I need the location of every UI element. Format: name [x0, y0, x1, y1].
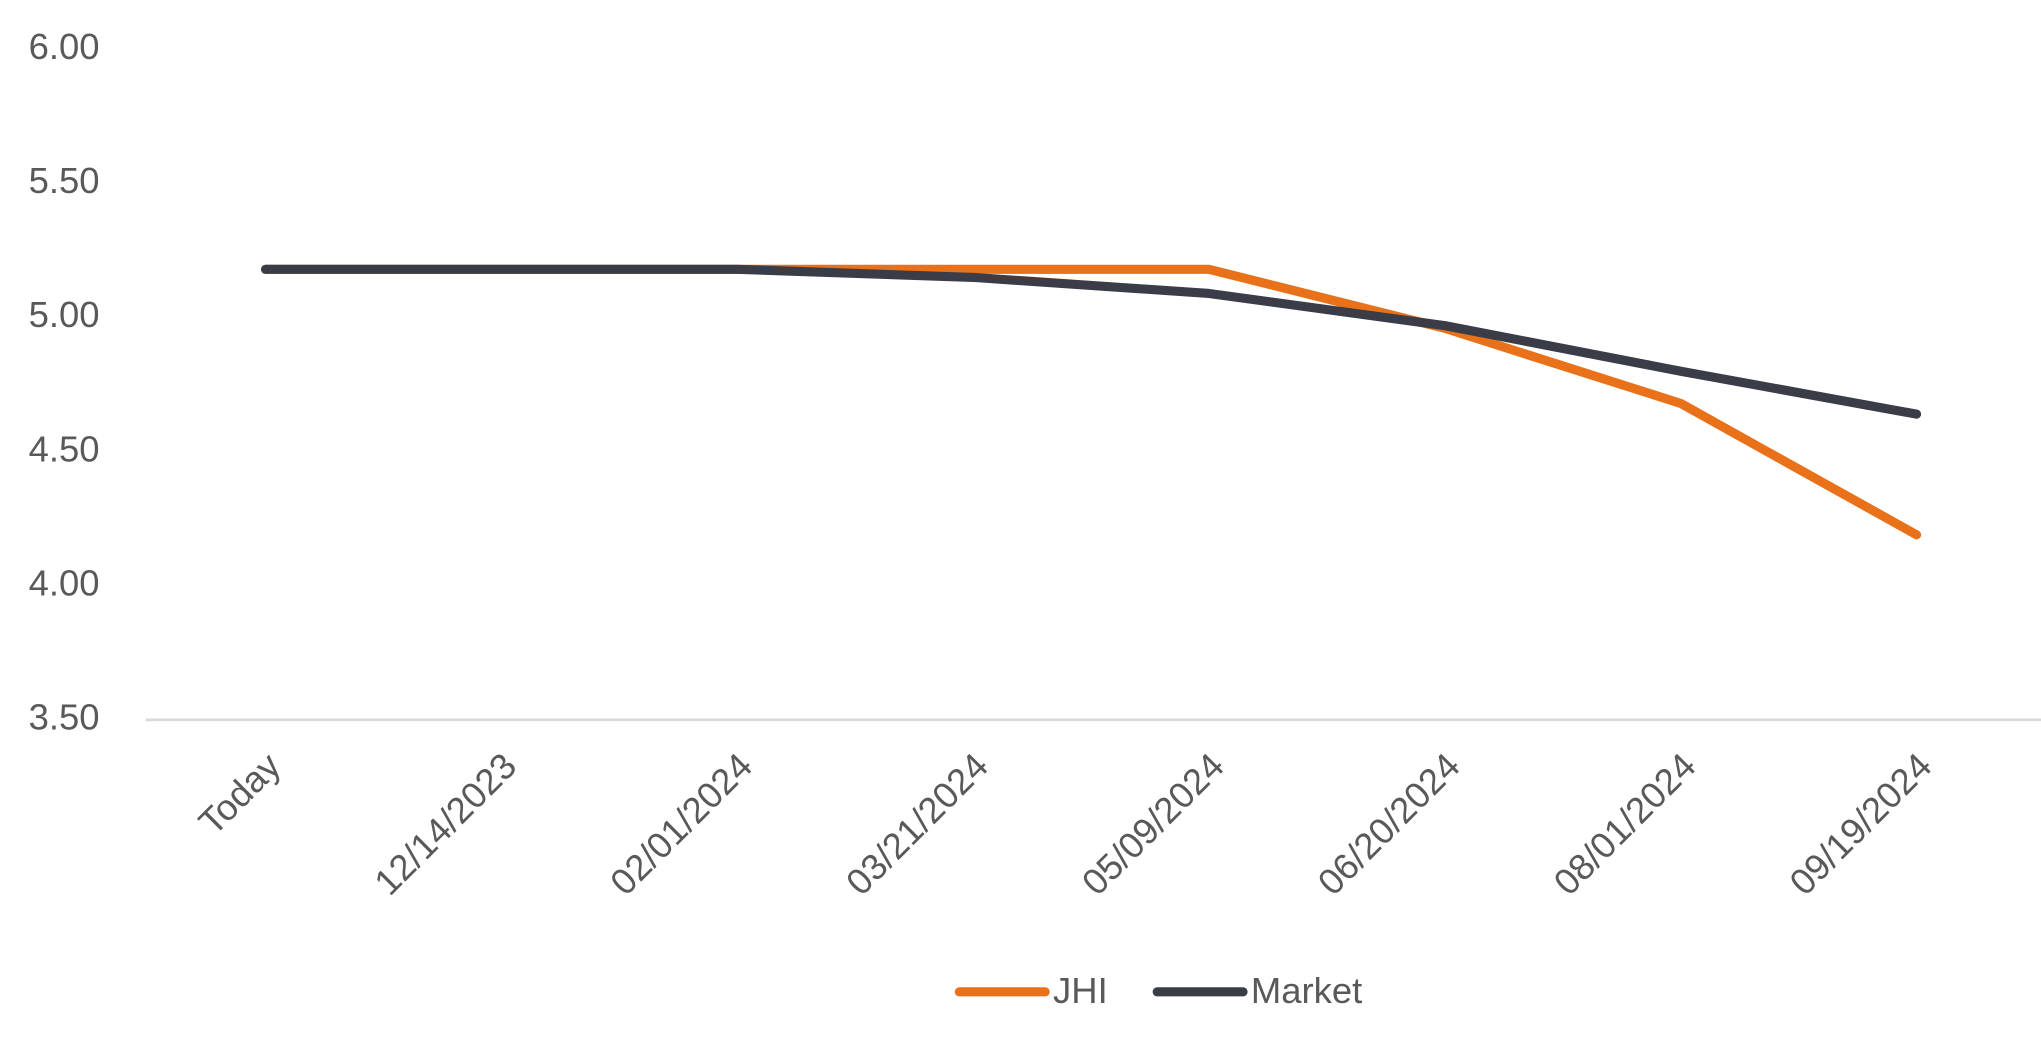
x-tick-label: 09/19/2024	[1781, 745, 1939, 903]
y-tick-label: 3.50	[29, 696, 100, 737]
legend-label: Market	[1251, 970, 1362, 1011]
y-tick-label: 6.00	[29, 26, 100, 67]
y-tick-label: 4.50	[29, 428, 100, 469]
x-tick-label: 12/14/2023	[366, 745, 524, 903]
legend-label: JHI	[1053, 970, 1108, 1011]
y-tick-label: 5.50	[29, 160, 100, 201]
series-line	[260, 264, 1922, 540]
x-tick-label: 02/01/2024	[602, 745, 760, 903]
x-tick-label: 08/01/2024	[1546, 745, 1704, 903]
y-tick-label: 4.00	[29, 562, 100, 603]
y-tick-label: 5.00	[29, 294, 100, 335]
x-tick-label: 06/20/2024	[1310, 745, 1468, 903]
x-tick-label: 03/21/2024	[838, 745, 996, 903]
x-tick-label: 05/09/2024	[1074, 745, 1232, 903]
x-tick-label: Today	[191, 744, 289, 842]
series-line	[260, 264, 1922, 419]
